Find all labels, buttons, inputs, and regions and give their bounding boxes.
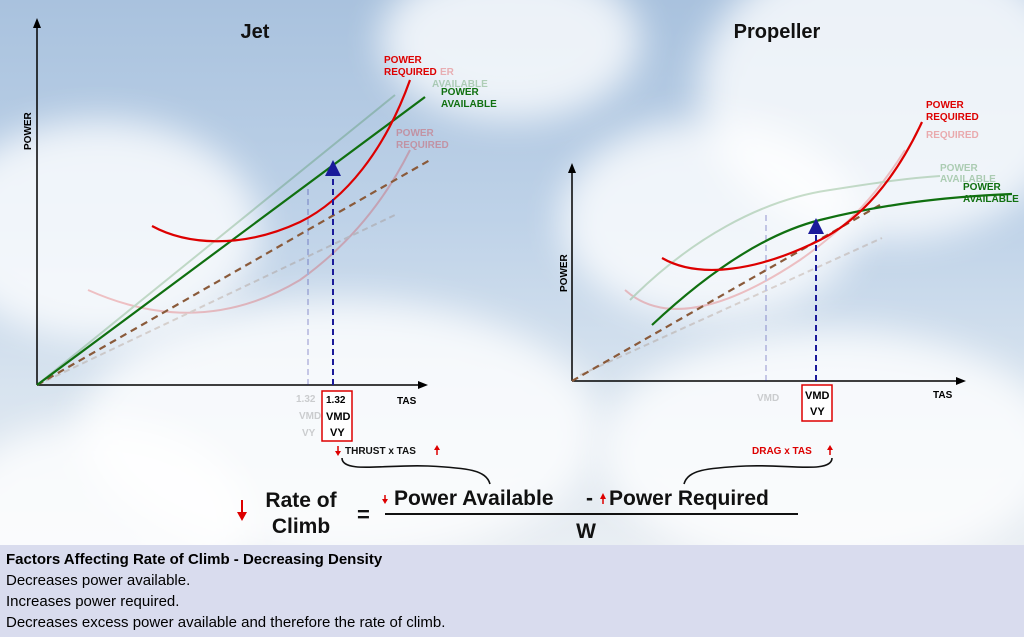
- equation-numerator-a: Power Available: [394, 487, 554, 510]
- prop-axes: [568, 163, 966, 385]
- prop-speed-box: [801, 384, 833, 422]
- equation-lhs-line2: Climb: [272, 515, 330, 538]
- prop-power-available-line2: AVAILABLE: [963, 194, 1019, 205]
- prop-ghost-available-line2: AVAILABLE: [940, 174, 996, 185]
- equation-denominator: W: [576, 520, 596, 543]
- prop-ghost-available-line1: POWER: [940, 163, 979, 174]
- jet-ghost-required-line2: REQUIRED: [396, 140, 449, 151]
- prop-box-vmd: VMD: [805, 390, 830, 402]
- equation-lhs-line1: Rate of: [265, 489, 337, 512]
- prop-brace: [683, 457, 833, 485]
- jet-thrust-label: THRUST x TAS: [335, 445, 440, 457]
- prop-ghost-required: REQUIRED: [926, 130, 979, 141]
- prop-ghost-labels: REQUIRED POWER AVAILABLE: [926, 130, 996, 185]
- footer-line: Decreases power available.: [6, 572, 191, 589]
- svg-text:VMD: VMD: [299, 411, 321, 422]
- jet-x-axis-label: TAS: [397, 396, 417, 407]
- jet-ghost-curves: [36, 94, 411, 386]
- equation-numerator-b: Power Required: [609, 487, 769, 510]
- prop-power-available-line1: POWER: [963, 182, 1002, 193]
- jet-power-required-line1: POWER: [384, 55, 423, 66]
- jet-ghost-speed-box: 1.32 VMD VY: [296, 394, 321, 439]
- prop-box-vy: VY: [810, 406, 825, 418]
- jet-y-axis-label: POWER: [23, 111, 34, 150]
- jet-speed-box: [321, 390, 353, 442]
- footer-line: Increases power required.: [6, 593, 180, 610]
- prop-title: Propeller: [734, 21, 821, 43]
- footer-notes: Factors Affecting Rate of Climb - Decrea…: [0, 545, 1024, 637]
- prop-ghost-speed-box: VMD: [757, 393, 779, 404]
- prop-y-axis-label: POWER: [559, 253, 570, 292]
- svg-text:DRAG x TAS: DRAG x TAS: [752, 446, 812, 457]
- prop-x-axis-label: TAS: [933, 390, 953, 401]
- prop-power-required-line2: REQUIRED: [926, 112, 979, 123]
- jet-ghost-required-line1: POWER: [396, 128, 435, 139]
- jet-box-vy: VY: [330, 427, 345, 439]
- prop-power-required-curve: [661, 121, 923, 271]
- equation-equals: =: [357, 502, 370, 527]
- climb-diagram: Jet POWER TAS POWER REQUIRED AVAILABLE E…: [23, 18, 1019, 543]
- jet-power-available-line1: POWER: [441, 87, 480, 98]
- jet-axes: [33, 18, 428, 389]
- jet-power-available-line2: AVAILABLE: [441, 99, 497, 110]
- svg-text:VMD: VMD: [757, 393, 779, 404]
- rate-of-climb-equation: Rate of Climb = Power Available - Power …: [237, 487, 798, 543]
- footer-heading: Factors Affecting Rate of Climb - Decrea…: [6, 551, 383, 568]
- svg-text:VY: VY: [302, 428, 316, 439]
- svg-text:1.32: 1.32: [296, 394, 316, 405]
- footer-line: Decreases excess power available and the…: [6, 614, 446, 631]
- sky-background: [0, 0, 1024, 545]
- jet-power-required-line2: REQUIRED: [384, 67, 437, 78]
- prop-power-required-line1: POWER: [926, 100, 965, 111]
- jet-ghost-labels: POWER REQUIRED AVAILABLE ER: [396, 67, 488, 151]
- jet-tangent-line: [36, 159, 431, 386]
- jet-title: Jet: [241, 21, 270, 43]
- jet-ghost-required-top: ER: [440, 67, 455, 78]
- jet-box-factor: 1.32: [326, 395, 346, 406]
- jet-ghost-available: AVAILABLE: [432, 79, 488, 90]
- jet-brace: [341, 457, 491, 485]
- prop-drag-label: DRAG x TAS: [752, 445, 833, 457]
- jet-power-required-curve: [151, 79, 412, 243]
- equation-minus: -: [586, 487, 593, 510]
- svg-text:THRUST x TAS: THRUST x TAS: [345, 446, 416, 457]
- jet-box-vmd: VMD: [326, 411, 351, 423]
